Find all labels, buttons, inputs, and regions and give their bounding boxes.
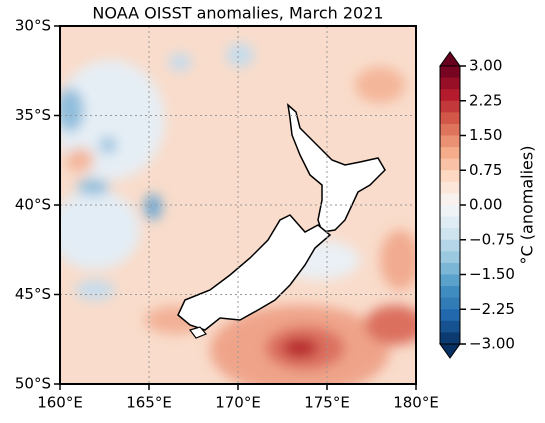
colorbar-band (440, 286, 460, 299)
colorbar-tick-label: 3.00 (469, 57, 502, 75)
colorbar-tick-label: 2.25 (469, 91, 502, 109)
colorbar-band (440, 274, 460, 287)
stewart-island (189, 326, 208, 339)
y-tick-label: 35°S (15, 106, 51, 124)
colorbar-band (440, 216, 460, 229)
colorbar-tick-label: −0.75 (469, 230, 515, 248)
colorbar-band (440, 297, 460, 310)
colorbar-band (440, 170, 460, 183)
colorbar-band (440, 251, 460, 264)
colorbar-band (440, 228, 460, 241)
x-tick-label: 175°E (304, 394, 350, 412)
title: NOAA OISST anomalies, March 2021 (92, 4, 383, 23)
colorbar-band (440, 158, 460, 171)
colorbar-band (440, 320, 460, 333)
x-tick-label: 180°E (393, 394, 439, 412)
colorbar-band (440, 332, 460, 345)
colorbar-label: °C (anomalies) (518, 146, 537, 265)
colorbar-band (440, 112, 460, 125)
colorbar-extend-bottom (439, 343, 461, 359)
colorbar-band (440, 205, 460, 218)
x-tick-label: 160°E (37, 394, 83, 412)
colorbar-tick-label: 0.75 (469, 161, 502, 179)
colorbar-band (440, 181, 460, 194)
north-island (286, 103, 386, 233)
colorbar-band (440, 123, 460, 136)
x-tick-label: 165°E (126, 394, 172, 412)
colorbar-band (440, 66, 460, 79)
colorbar-band (440, 262, 460, 275)
colorbar-tick-label: 0.00 (469, 196, 502, 214)
colorbar-band (440, 193, 460, 206)
colorbar-band (440, 239, 460, 252)
colorbar-band (440, 147, 460, 160)
colorbar-tick-label: −3.00 (469, 335, 515, 353)
colorbar-band (440, 309, 460, 322)
south-island (177, 214, 332, 331)
colorbar-tick-label: 1.50 (469, 126, 502, 144)
colorbar: 3.00 2.25 1.50 0.75 0.00 −0.75 −1.50 −2.25 −3.00… (439, 51, 537, 359)
colorbar-band (440, 77, 460, 90)
colorbar-extend-top (439, 51, 461, 67)
y-tick-label: 30°S (15, 17, 51, 35)
colorbar-band (440, 100, 460, 113)
y-tick-label: 40°S (15, 196, 51, 214)
colorbar-band (440, 135, 460, 148)
colorbar-band (440, 89, 460, 102)
y-tick-label: 50°S (15, 375, 51, 393)
y-tick-label: 45°S (15, 285, 51, 303)
x-tick-label: 170°E (215, 394, 261, 412)
colorbar-tick-label: −2.25 (469, 300, 515, 318)
colorbar-tick-label: −1.50 (469, 265, 515, 283)
